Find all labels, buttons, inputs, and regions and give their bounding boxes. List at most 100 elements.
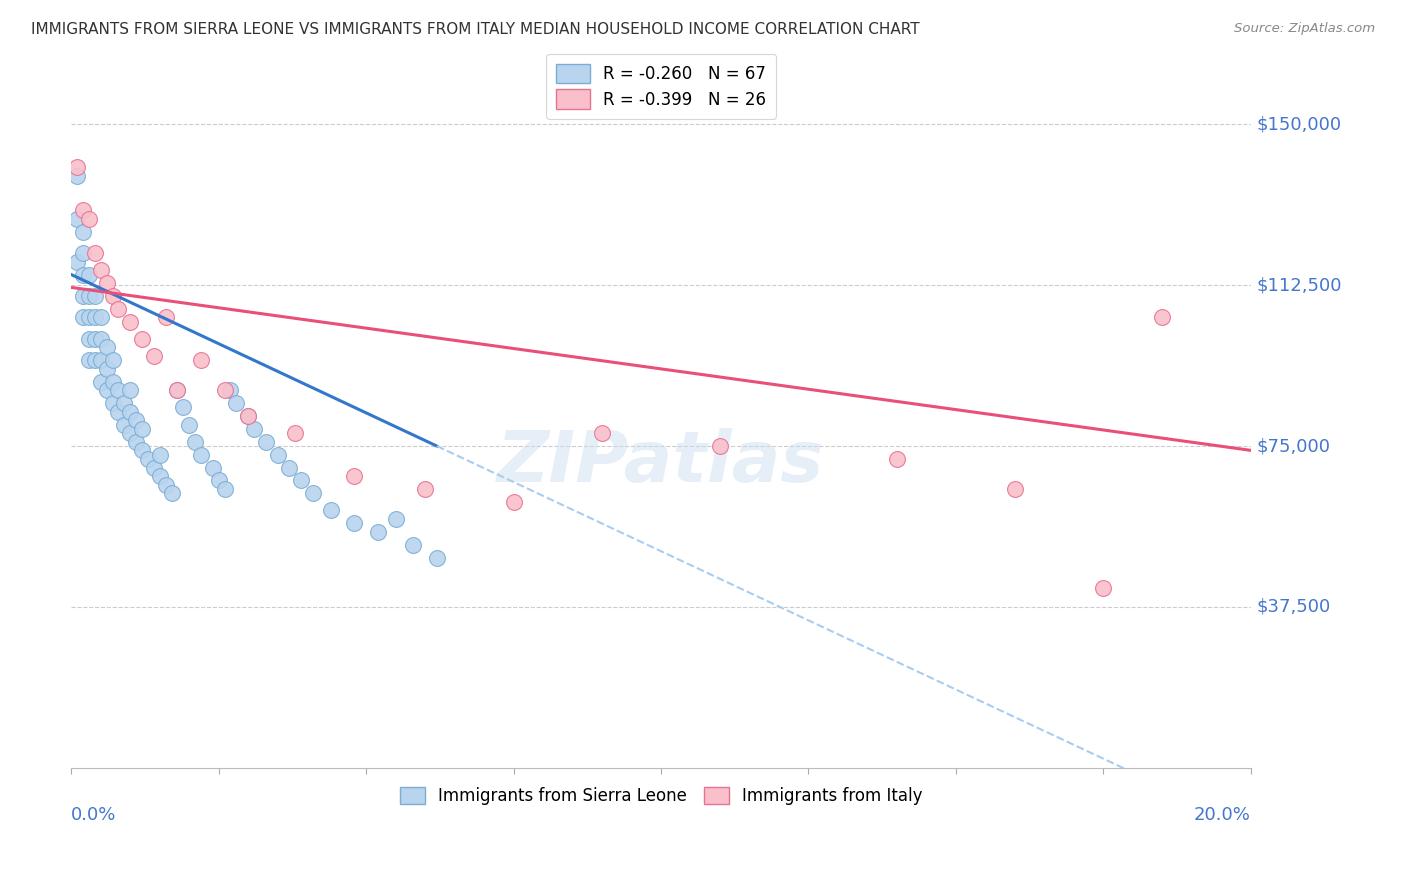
- Point: [343, 469, 366, 483]
- Point: [107, 384, 129, 398]
- Point: [238, 409, 260, 423]
- Text: 20.0%: 20.0%: [1194, 805, 1251, 824]
- Point: [402, 538, 425, 552]
- Point: [120, 315, 142, 329]
- Point: [120, 426, 142, 441]
- Point: [72, 203, 94, 218]
- Point: [90, 353, 112, 368]
- Point: [131, 422, 153, 436]
- Point: [172, 401, 194, 415]
- Point: [101, 375, 124, 389]
- Point: [214, 482, 236, 496]
- Point: [96, 362, 118, 376]
- Point: [1152, 310, 1174, 325]
- Point: [131, 332, 153, 346]
- Point: [112, 417, 135, 432]
- Point: [413, 482, 436, 496]
- Legend: Immigrants from Sierra Leone, Immigrants from Italy: Immigrants from Sierra Leone, Immigrants…: [394, 780, 929, 812]
- Point: [142, 460, 165, 475]
- Point: [90, 375, 112, 389]
- Point: [112, 396, 135, 410]
- Point: [72, 268, 94, 282]
- Point: [66, 161, 89, 175]
- Point: [149, 469, 172, 483]
- Point: [83, 289, 105, 303]
- Point: [214, 384, 236, 398]
- Point: [90, 332, 112, 346]
- Point: [107, 301, 129, 316]
- Point: [184, 434, 207, 449]
- Point: [77, 332, 100, 346]
- Point: [1004, 482, 1026, 496]
- Point: [166, 384, 188, 398]
- Point: [136, 452, 159, 467]
- Point: [83, 310, 105, 325]
- Point: [90, 310, 112, 325]
- Point: [1092, 581, 1115, 595]
- Text: IMMIGRANTS FROM SIERRA LEONE VS IMMIGRANTS FROM ITALY MEDIAN HOUSEHOLD INCOME CO: IMMIGRANTS FROM SIERRA LEONE VS IMMIGRAN…: [31, 22, 920, 37]
- Point: [149, 448, 172, 462]
- Point: [367, 524, 389, 539]
- Point: [77, 310, 100, 325]
- Point: [96, 276, 118, 290]
- Point: [101, 353, 124, 368]
- Text: $112,500: $112,500: [1257, 277, 1343, 294]
- Point: [120, 384, 142, 398]
- Point: [254, 434, 277, 449]
- Point: [155, 310, 177, 325]
- Text: 0.0%: 0.0%: [72, 805, 117, 824]
- Point: [77, 289, 100, 303]
- Point: [319, 503, 342, 517]
- Point: [101, 396, 124, 410]
- Point: [243, 422, 266, 436]
- Point: [107, 405, 129, 419]
- Text: $150,000: $150,000: [1257, 115, 1341, 134]
- Point: [77, 353, 100, 368]
- Point: [208, 474, 231, 488]
- Point: [384, 512, 406, 526]
- Point: [131, 443, 153, 458]
- Point: [238, 409, 260, 423]
- Point: [201, 460, 224, 475]
- Point: [155, 477, 177, 491]
- Point: [72, 246, 94, 260]
- Point: [190, 448, 212, 462]
- Point: [284, 426, 307, 441]
- Point: [591, 426, 613, 441]
- Point: [83, 332, 105, 346]
- Point: [83, 353, 105, 368]
- Point: [166, 384, 188, 398]
- Point: [72, 310, 94, 325]
- Point: [190, 353, 212, 368]
- Point: [77, 211, 100, 226]
- Point: [160, 486, 183, 500]
- Point: [709, 439, 731, 453]
- Point: [125, 434, 148, 449]
- Point: [72, 289, 94, 303]
- Point: [502, 495, 524, 509]
- Point: [142, 349, 165, 363]
- Point: [66, 169, 89, 183]
- Point: [426, 550, 449, 565]
- Text: $37,500: $37,500: [1257, 598, 1331, 615]
- Point: [266, 448, 288, 462]
- Point: [179, 417, 201, 432]
- Point: [290, 474, 312, 488]
- Point: [77, 268, 100, 282]
- Point: [278, 460, 301, 475]
- Point: [96, 341, 118, 355]
- Point: [343, 516, 366, 531]
- Point: [219, 384, 242, 398]
- Point: [886, 452, 908, 467]
- Text: Source: ZipAtlas.com: Source: ZipAtlas.com: [1234, 22, 1375, 36]
- Point: [125, 413, 148, 427]
- Point: [72, 225, 94, 239]
- Point: [302, 486, 325, 500]
- Point: [225, 396, 247, 410]
- Text: ZIPatlas: ZIPatlas: [498, 427, 825, 497]
- Point: [66, 254, 89, 268]
- Point: [120, 405, 142, 419]
- Point: [101, 289, 124, 303]
- Point: [90, 263, 112, 277]
- Point: [66, 211, 89, 226]
